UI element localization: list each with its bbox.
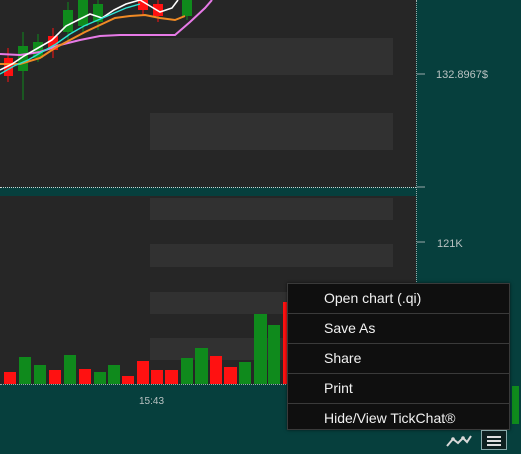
line-chart-icon[interactable] [445, 432, 473, 450]
volume-bar [165, 370, 178, 384]
volume-indicator-bar [512, 386, 519, 424]
volume-bars [4, 302, 288, 384]
candle [48, 36, 58, 50]
pink-average-line [0, 0, 213, 57]
menu-item-open-chart[interactable]: Open chart (.qi) [324, 290, 422, 306]
volume-axis-label: 121K [437, 238, 463, 250]
volume-bar [79, 369, 91, 384]
price-axis-label: 132.8967$ [436, 69, 488, 81]
line-chart-glyph [446, 435, 472, 447]
price-pane[interactable] [0, 0, 416, 187]
volume-bar [254, 314, 267, 384]
volume-bar [224, 367, 237, 384]
white-line [0, 0, 179, 71]
volume-bar [122, 376, 134, 384]
volume-bar [268, 325, 280, 384]
pane-splitter[interactable] [0, 187, 416, 196]
volume-bar [49, 370, 61, 384]
volume-bar [181, 358, 193, 384]
hamburger-menu-icon[interactable] [481, 430, 507, 450]
volume-bar [94, 372, 106, 384]
candle [78, 0, 88, 26]
menu-item-print[interactable]: Print [288, 373, 509, 403]
price-axis-line [416, 0, 418, 384]
volume-bar [239, 362, 251, 384]
price-band [150, 38, 393, 75]
menu-bar [487, 440, 501, 442]
candle [33, 42, 43, 58]
volume-bar [64, 355, 76, 384]
volume-bar [195, 348, 208, 384]
menu-bar [487, 444, 501, 446]
context-menu: Open chart (.qi) Save As Share Print Hid… [287, 283, 510, 430]
volume-bar [34, 365, 46, 384]
time-axis-label: 15:43 [139, 396, 165, 407]
menu-item-hide-view-tickchat[interactable]: Hide/View TickChat® [288, 403, 509, 433]
volume-bar [137, 361, 149, 384]
volume-bar [19, 357, 31, 384]
volume-bar [108, 365, 120, 384]
price-band [150, 113, 393, 150]
candle [93, 4, 103, 22]
candle [63, 10, 73, 32]
volume-bar [4, 372, 16, 384]
volume-bar [210, 356, 222, 384]
orange-average-line [0, 13, 186, 65]
price-candles [4, 0, 192, 100]
price-axis-ticks [417, 73, 425, 188]
price-chart [0, 0, 213, 100]
candle [18, 46, 28, 71]
candle [182, 0, 192, 16]
menu-item-share[interactable]: Share [288, 343, 509, 373]
volume-band [150, 244, 393, 267]
candle [138, 0, 148, 10]
menu-bar [487, 436, 501, 438]
candle [4, 58, 13, 76]
volume-axis-ticks [417, 241, 425, 243]
volume-bar [283, 302, 288, 384]
time-axis-line [0, 384, 416, 386]
volume-band [150, 198, 393, 220]
cyan-line [0, 3, 141, 75]
menu-item-save-as[interactable]: Save As [288, 313, 509, 343]
volume-bar [151, 370, 163, 384]
